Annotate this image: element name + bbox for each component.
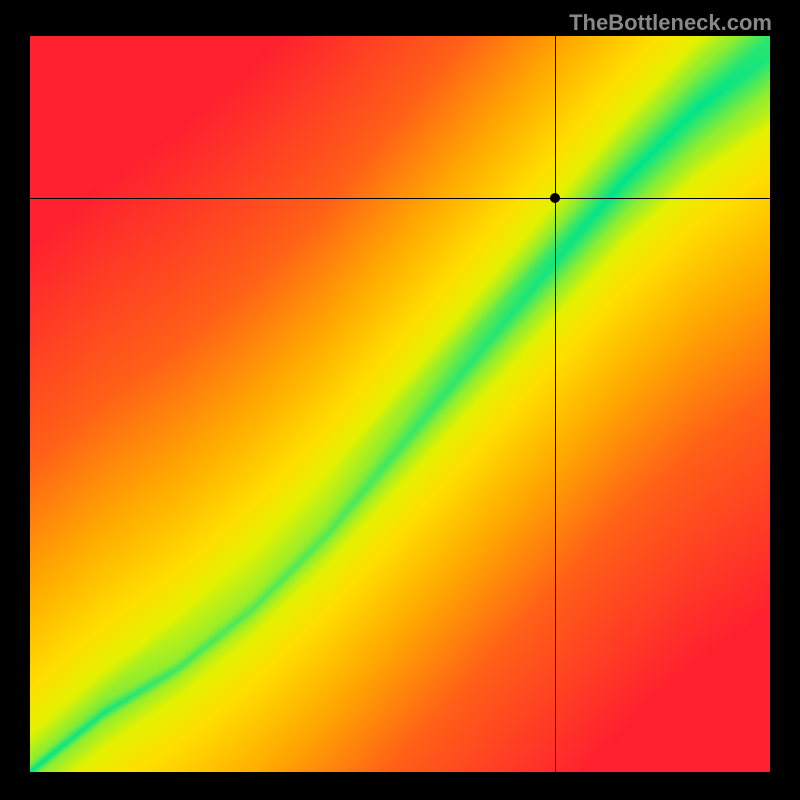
watermark-text: TheBottleneck.com [569,10,772,36]
crosshair-vertical [555,36,556,772]
heatmap-plot [30,36,770,772]
crosshair-marker [550,193,560,203]
crosshair-horizontal [30,198,770,199]
heatmap-canvas [30,36,770,772]
